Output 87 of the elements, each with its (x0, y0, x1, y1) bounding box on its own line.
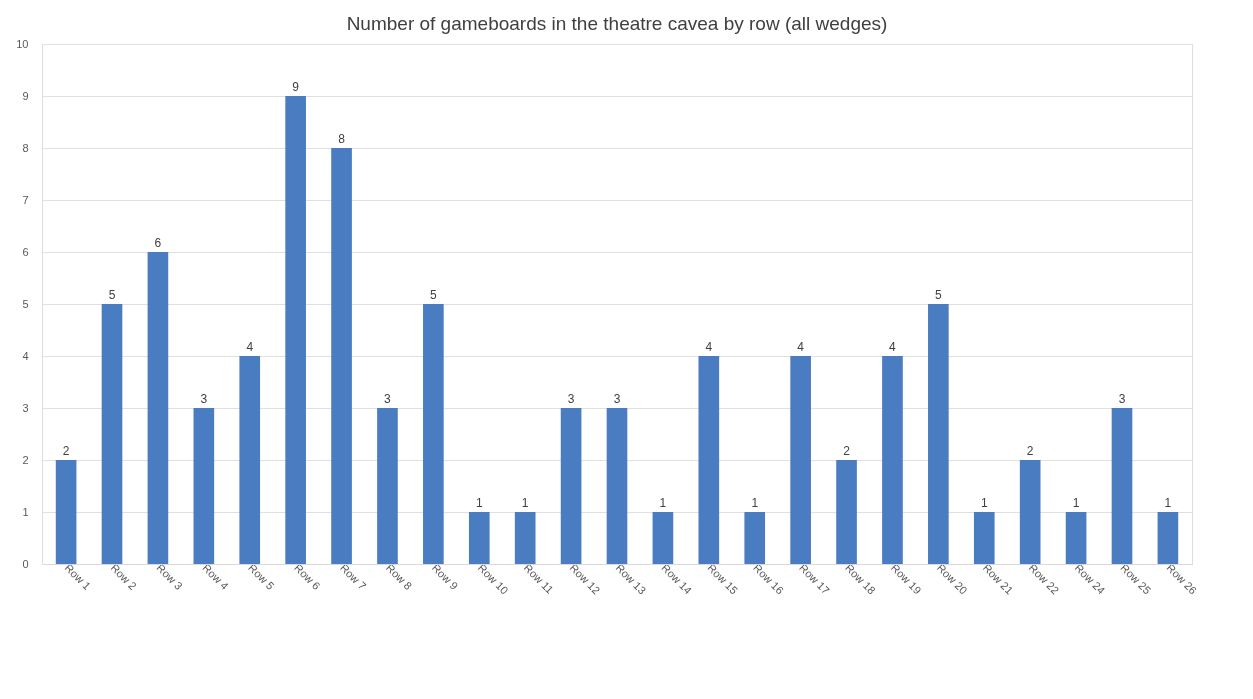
data-label: 3 (1118, 392, 1126, 406)
x-tick-label: Row 4 (200, 561, 231, 593)
bar (698, 356, 720, 564)
bar (468, 512, 490, 564)
x-tick-label: Row 19 (888, 561, 924, 597)
data-label: 1 (1164, 496, 1172, 510)
bar (147, 252, 169, 564)
x-tick-label: Row 7 (338, 561, 369, 593)
data-label: 5 (430, 288, 438, 302)
bar (285, 96, 306, 564)
data-label: 1 (751, 496, 759, 510)
bar (1157, 512, 1179, 564)
data-label: 1 (980, 496, 988, 510)
x-tick-label: Row 9 (429, 561, 461, 593)
data-label: 2 (1026, 444, 1034, 458)
x-tick-label: Row 3 (154, 561, 185, 593)
bar (652, 512, 674, 564)
y-tick-label: 0 (22, 557, 29, 570)
bar (928, 304, 949, 564)
x-tick-label: Row 20 (934, 561, 970, 597)
x-tick-label: Row 12 (567, 561, 603, 597)
data-label: 5 (108, 288, 116, 302)
data-label: 2 (843, 444, 851, 458)
bar (331, 148, 352, 564)
bar (1111, 408, 1133, 564)
x-tick-label: Row 13 (613, 561, 649, 597)
y-tick-label: 7 (22, 193, 29, 206)
data-label: 8 (338, 132, 346, 146)
x-tick-label: Row 11 (521, 561, 556, 596)
x-tick-label: Row 16 (751, 561, 787, 597)
data-label: 2 (62, 444, 70, 458)
x-tick-label: Row 18 (843, 561, 878, 597)
bar (836, 460, 857, 564)
x-tick-label: Row 2 (108, 561, 140, 593)
data-label: 4 (889, 340, 897, 354)
bar (560, 408, 582, 564)
y-tick-label: 3 (22, 401, 29, 414)
data-label: 1 (1072, 496, 1080, 510)
x-tick-label: Row 6 (292, 561, 323, 593)
chart-title: Number of gameboards in the theatre cavea by row (all wedges) (346, 13, 888, 34)
bar (193, 408, 215, 564)
data-label: 3 (613, 392, 621, 406)
x-tick-label: Row 15 (705, 561, 741, 597)
data-label: 3 (200, 392, 208, 406)
data-label: 3 (567, 392, 575, 406)
data-label: 6 (154, 236, 162, 250)
x-tick-label: Row 25 (1118, 561, 1154, 597)
bar (423, 304, 444, 564)
x-tick-label: Row 17 (797, 561, 832, 597)
data-label: 4 (705, 340, 713, 354)
x-tick-label: Row 26 (1164, 561, 1200, 597)
bar (790, 356, 811, 564)
x-tick-label: Row 10 (475, 561, 511, 597)
x-tick-label: Row 5 (246, 561, 277, 593)
data-label: 1 (475, 496, 483, 510)
bar (55, 460, 77, 564)
data-label: 4 (797, 340, 805, 354)
bar (514, 512, 536, 564)
x-tick-label: Row 14 (659, 561, 695, 597)
bar (882, 356, 903, 564)
bar (973, 512, 995, 564)
bar (744, 512, 766, 564)
y-tick-label: 5 (22, 297, 29, 310)
data-label: 1 (659, 496, 667, 510)
bar (1019, 460, 1041, 564)
x-tick-label: Row 21 (980, 561, 1016, 597)
x-tick-label: Row 1 (62, 561, 94, 593)
data-label: 1 (521, 496, 529, 510)
x-tick-label: Row 22 (1026, 561, 1062, 597)
data-label: 9 (292, 80, 300, 94)
bar (239, 356, 261, 564)
bar (1065, 512, 1087, 564)
data-label: 5 (935, 288, 943, 302)
y-tick-label: 4 (22, 349, 29, 362)
y-tick-label: 8 (22, 141, 29, 154)
bar (377, 408, 398, 564)
bar (606, 408, 628, 564)
data-label: 4 (246, 340, 254, 354)
y-tick-label: 6 (22, 245, 29, 258)
y-tick-label: 2 (22, 453, 29, 466)
y-tick-label: 9 (22, 89, 29, 102)
data-label: 3 (384, 392, 392, 406)
x-tick-label: Row 24 (1072, 561, 1108, 597)
y-tick-label: 10 (16, 37, 29, 50)
bar (101, 304, 123, 564)
y-tick-label: 1 (22, 505, 29, 518)
x-tick-label: Row 8 (383, 561, 415, 593)
